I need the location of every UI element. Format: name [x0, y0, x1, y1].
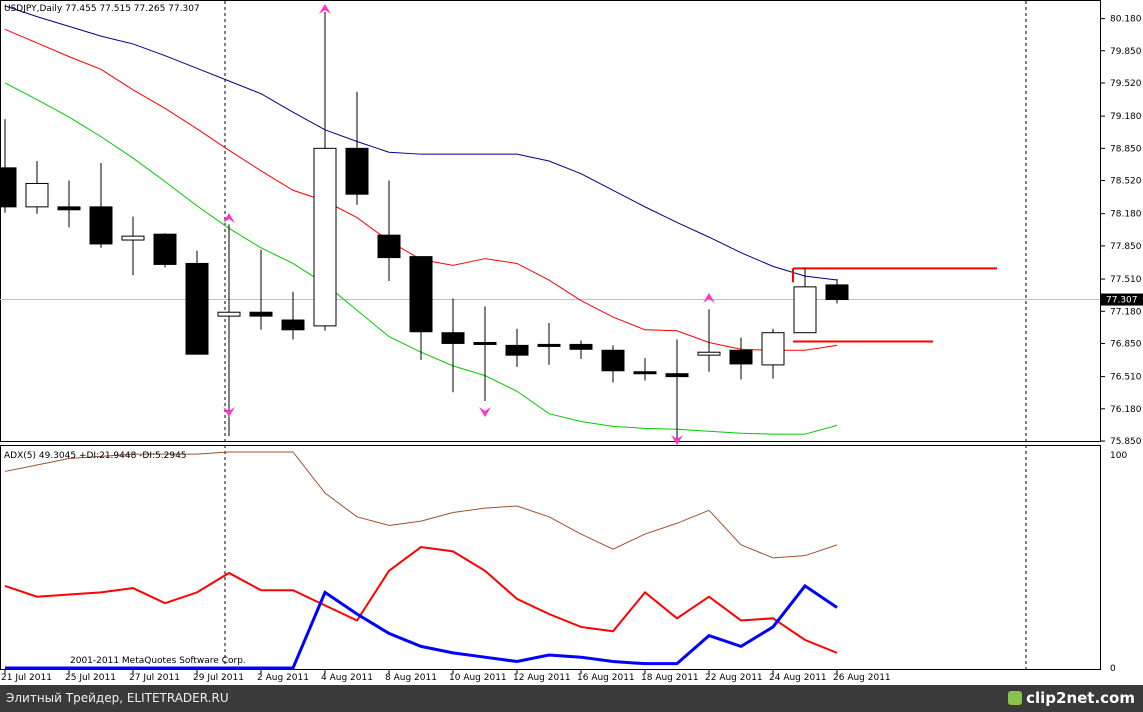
candle-body: [345, 147, 369, 195]
time-tick-label: 24 Aug 2011: [769, 673, 827, 683]
time-tick-label: 2 Aug 2011: [257, 673, 309, 683]
candle-body: [793, 286, 817, 334]
time-tick-label: 10 Aug 2011: [449, 673, 507, 683]
ma-blue-line: [4, 5, 838, 281]
candle-body: [569, 343, 593, 350]
main-chart-frame: [0, 0, 1101, 442]
footer-bar: Элитный Трейдер, ELITETRADER.RU clip2net…: [0, 685, 1143, 712]
price-tick-label: 79.520: [1110, 79, 1142, 89]
price-tick-label: 77.510: [1110, 275, 1142, 285]
price-tick-label: 79.850: [1110, 47, 1142, 57]
fractal-down-arrow: [479, 407, 491, 417]
candle-body: [473, 341, 497, 345]
candle-body: [825, 284, 849, 301]
plus-di-line: [5, 583, 838, 670]
candle-body: [121, 235, 145, 241]
fractal-down-arrow: [671, 435, 683, 445]
footer-caption: Элитный Трейдер, ELITETRADER.RU: [6, 691, 229, 705]
adx-main-line: [4, 451, 838, 559]
main-chart-header: USDJPY,Daily 77.455 77.515 77.265 77.307: [4, 4, 200, 14]
price-tick-label: 79.180: [1110, 112, 1142, 122]
price-tick-label: 77.850: [1110, 242, 1142, 252]
price-tick-label: 76.510: [1110, 373, 1142, 383]
candle-body: [633, 371, 657, 375]
fractal-down-arrow: [223, 407, 235, 417]
candles: [0, 11, 849, 440]
time-tick-label: 21 Jul 2011: [1, 673, 52, 683]
clip2net-logo-text: clip2net.com: [1026, 689, 1135, 707]
candle-body: [281, 319, 305, 331]
candle-body: [217, 311, 241, 317]
fractal-up-arrow: [703, 293, 715, 303]
candle-body: [537, 343, 561, 347]
candle-body: [441, 332, 465, 344]
candle-body: [665, 373, 689, 378]
candle-body: [249, 311, 273, 317]
candle-body: [697, 351, 721, 356]
candle-body: [153, 233, 177, 265]
price-tick-label: 76.180: [1110, 405, 1142, 415]
time-tick-label: 26 Aug 2011: [833, 673, 891, 683]
time-tick-label: 29 Jul 2011: [193, 673, 244, 683]
candle-body: [729, 349, 753, 365]
clip2net-icon: [1008, 691, 1023, 705]
time-tick-label: 4 Aug 2011: [321, 673, 373, 683]
price-tick-label: 76.850: [1110, 339, 1142, 349]
candle-body: [25, 182, 49, 208]
time-tick-label: 22 Aug 2011: [705, 673, 763, 683]
time-axis: 21 Jul 2011 25 Jul 2011 27 Jul 2011 29 Jul …: [1, 670, 891, 683]
adx-tick-label: 0: [1110, 664, 1116, 674]
time-tick-label: 25 Jul 2011: [65, 673, 116, 683]
candle-body: [505, 344, 529, 356]
candle-body: [377, 234, 401, 259]
fractal-arrows: [223, 4, 715, 445]
time-tick-label: 16 Aug 2011: [577, 673, 635, 683]
adx-header: ADX(5) 49.3045 +DI:21.9448 -DI:5.2945: [4, 451, 187, 461]
candle-body: [601, 349, 625, 372]
minus-di-line: [4, 545, 838, 654]
fractal-up-arrow: [223, 213, 235, 223]
candle-body: [89, 206, 113, 245]
clip2net-logo: clip2net.com: [1008, 689, 1135, 707]
copyright-text: 2001-2011 MetaQuotes Software Corp.: [70, 656, 246, 666]
current-price-marker: [1101, 293, 1143, 306]
adx-tick-label: 100: [1110, 451, 1127, 461]
current-price-marker-label: 77.307: [1106, 296, 1138, 306]
price-levels: [792, 267, 997, 343]
price-axis: 80.180 79.850 79.520 79.180 78.850 78.520 78.1…: [1100, 15, 1142, 674]
time-tick-label: 18 Aug 2011: [641, 673, 699, 683]
candle-body: [0, 167, 17, 208]
candle-body: [409, 256, 433, 333]
fractal-up-arrow: [319, 4, 331, 14]
time-tick-label: 12 Aug 2011: [513, 673, 571, 683]
price-tick-label: 78.180: [1110, 210, 1142, 220]
price-tick-label: 78.520: [1110, 177, 1142, 187]
price-tick-label: 75.850: [1110, 437, 1142, 447]
candle-body: [57, 206, 81, 211]
candle-body: [761, 332, 785, 366]
adx-lines: [4, 451, 838, 670]
price-tick-label: 80.180: [1110, 15, 1142, 25]
candle-body: [185, 262, 209, 355]
time-tick-label: 8 Aug 2011: [385, 673, 437, 683]
price-tick-label: 77.180: [1110, 307, 1142, 317]
adx-panel-frame: [0, 445, 1101, 670]
time-tick-label: 27 Jul 2011: [129, 673, 180, 683]
candle-body: [313, 147, 337, 327]
price-tick-label: 78.850: [1110, 144, 1142, 154]
